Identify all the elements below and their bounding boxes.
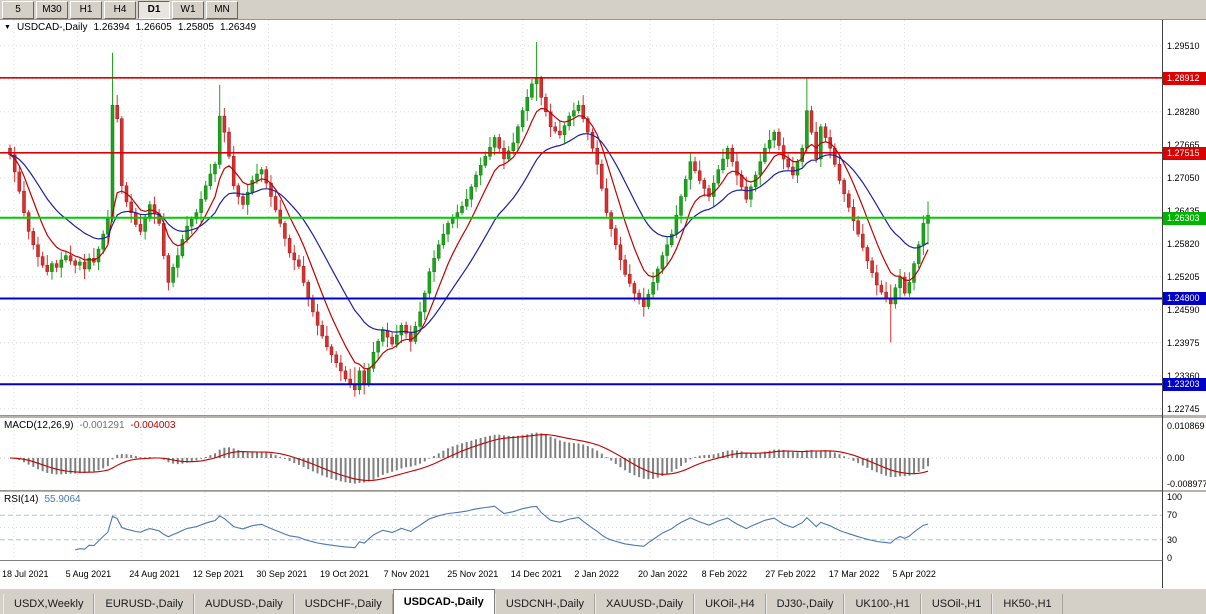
price-tick-label: 1.25820 [1167,239,1200,249]
price-tick-label: 1.23975 [1167,338,1200,348]
timeframe-toolbar: 5 M30 H1 H4 D1 W1 MN [0,0,1206,20]
price-tick-label: 1.27665 [1167,140,1200,150]
price-tick-label: 1.28280 [1167,107,1200,117]
timeframe-button-H4[interactable]: H4 [104,0,136,19]
chart-tab-dj30-daily[interactable]: DJ30-,Daily [765,594,845,614]
rsi-label: RSI(14) 55.9064 [4,494,81,505]
price-tick-label: 1.25205 [1167,272,1200,282]
price-level-badge: 1.24800 [1163,292,1206,305]
rsi-tick-label: 70 [1167,510,1178,520]
rsi-value: 55.9064 [44,494,81,505]
chart-tab-usoil-h1[interactable]: USOil-,H1 [920,594,993,614]
ohlc-close: 1.26349 [219,22,257,33]
chart-tab-usdx-weekly[interactable]: USDX,Weekly [3,594,95,614]
chart-tab-hk50-h1[interactable]: HK50-,H1 [992,594,1063,614]
macd-name: MACD(12,26,9) [4,420,74,431]
chart-window: ▼ USDCAD-,Daily 1.26394 1.26605 1.25805 … [0,20,1206,588]
rsi-tick-label: 30 [1167,535,1178,545]
chart-symbol: USDCAD-,Daily [16,22,88,33]
date-label: 30 Sep 2021 [256,569,308,579]
date-label: 18 Jul 2021 [2,569,49,579]
rsi-name: RSI(14) [4,494,39,505]
macd-label: MACD(12,26,9) -0.001291 -0.004003 [4,420,176,431]
date-label: 19 Oct 2021 [320,569,370,579]
date-label: 8 Feb 2022 [701,569,748,579]
price-axis-scale[interactable]: 1.295101.288951.282801.276651.270501.264… [1162,20,1206,588]
price-tick-label: 1.22745 [1167,404,1200,414]
price-level-badge: 1.27515 [1163,147,1206,160]
price-tick-label: 1.29510 [1167,41,1200,51]
macd-tick-label: 0.010869 [1167,421,1205,431]
chart-tab-eurusd-daily[interactable]: EURUSD-,Daily [94,594,195,614]
chart-tab-ukoil-h4[interactable]: UKOil-,H4 [694,594,766,614]
panel-splitter[interactable] [0,415,1162,418]
rsi-tick-label: 100 [1167,492,1183,502]
axis-splitter [1163,415,1206,418]
chart-plot-column: ▼ USDCAD-,Daily 1.26394 1.26605 1.25805 … [0,20,1162,588]
date-label: 25 Nov 2021 [447,569,499,579]
timeframe-button-5[interactable]: 5 [2,0,34,19]
timeframe-button-M30[interactable]: M30 [36,0,68,19]
macd-chart [0,418,1162,490]
date-label: 14 Dec 2021 [510,569,562,579]
rsi-tick-label: 0 [1167,553,1173,563]
price-level-badge: 1.26303 [1163,212,1206,225]
timeframe-button-W1[interactable]: W1 [172,0,204,19]
timeframe-button-MN[interactable]: MN [206,0,238,19]
date-label: 12 Sep 2021 [192,569,244,579]
rsi-panel[interactable]: RSI(14) 55.9064 [0,492,1162,560]
price-tick-label: 1.26435 [1167,206,1200,216]
macd-panel[interactable]: MACD(12,26,9) -0.001291 -0.004003 [0,418,1162,490]
chart-tab-audusd-daily[interactable]: AUDUSD-,Daily [194,594,294,614]
chart-title: ▼ USDCAD-,Daily 1.26394 1.26605 1.25805 … [4,22,256,33]
macd-tick-label: -0.008977 [1167,479,1206,489]
timeframe-button-D1[interactable]: D1 [138,0,170,19]
panel-splitter[interactable] [0,490,1162,492]
chart-tab-xauusd-daily[interactable]: XAUUSD-,Daily [595,594,695,614]
candlestick-chart [0,20,1162,415]
price-panel[interactable]: ▼ USDCAD-,Daily 1.26394 1.26605 1.25805 … [0,20,1162,415]
date-axis[interactable]: 18 Jul 2021 5 Aug 2021 24 Aug 2021 12 Sep 2… [0,560,1162,588]
ohlc-low: 1.25805 [177,22,214,33]
date-label: 5 Aug 2021 [65,569,112,579]
macd-tick-label: 0.00 [1167,453,1185,463]
ohlc-open: 1.26394 [93,22,130,33]
timeframe-button-H1[interactable]: H1 [70,0,102,19]
date-label: 2 Jan 2022 [574,569,619,579]
symbol-dropdown-icon: ▼ [4,24,11,31]
date-label: 7 Nov 2021 [383,569,430,579]
price-tick-label: 1.27050 [1167,173,1200,183]
ohlc-high: 1.26605 [135,22,172,33]
price-tick-label: 1.23360 [1167,371,1200,381]
chart-tab-usdcad-daily[interactable]: USDCAD-,Daily [392,589,495,614]
price-tick-label: 1.24590 [1167,305,1200,315]
chart-tab-uk100-h1[interactable]: UK100-,H1 [844,594,921,614]
chart-tab-usdcnh-daily[interactable]: USDCNH-,Daily [494,594,596,614]
date-label: 17 Mar 2022 [828,569,880,579]
axis-splitter [1163,490,1206,492]
chart-tab-usdchf-daily[interactable]: USDCHF-,Daily [293,594,393,614]
price-level-badge: 1.23203 [1163,378,1206,391]
price-level-badge: 1.28912 [1163,72,1206,85]
date-label: 5 Apr 2022 [892,569,936,579]
rsi-chart [0,492,1162,560]
chart-tab-bar: USDX,Weekly EURUSD-,Daily AUDUSD-,Daily USD… [0,588,1206,614]
macd-signal-value: -0.004003 [130,420,176,431]
date-label: 27 Feb 2022 [765,569,816,579]
date-label: 20 Jan 2022 [638,569,688,579]
macd-main-value: -0.001291 [79,420,125,431]
date-label: 24 Aug 2021 [129,569,180,579]
